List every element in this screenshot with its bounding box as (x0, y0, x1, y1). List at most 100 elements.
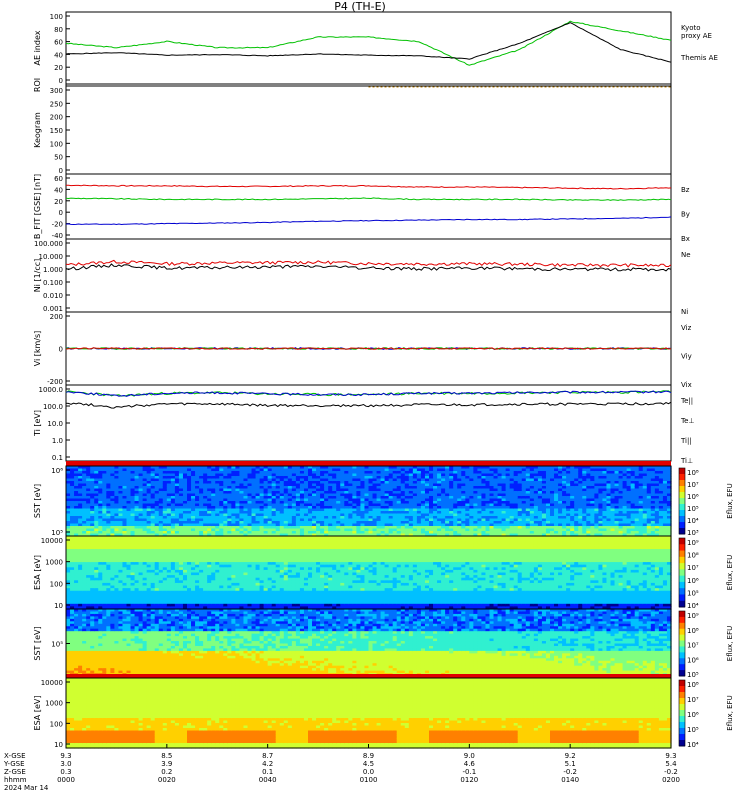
spectrogram-cell (283, 491, 289, 495)
spectrogram-cell (219, 533, 224, 537)
spectrogram-cell (376, 531, 382, 535)
spectrogram-cell (308, 501, 313, 505)
spectrogram-cell (215, 476, 220, 480)
spectrogram-cell (267, 496, 273, 500)
spectrogram-cell (86, 501, 91, 505)
spectrogram-cell (283, 523, 289, 527)
spectrogram-cell (82, 481, 87, 485)
spectrogram-cell (82, 536, 87, 540)
spectrogram-cell (110, 577, 115, 581)
spectrogram-cell (223, 523, 228, 527)
spectrogram-cell (219, 481, 224, 485)
spectrogram-cell (622, 476, 628, 480)
spectrogram-cell (412, 493, 418, 497)
spectrogram-cell (74, 582, 79, 587)
spectrogram-cell (219, 466, 224, 470)
spectrogram-cell (215, 486, 220, 490)
spectrogram-cell (90, 466, 95, 470)
spectrogram-cell (654, 501, 660, 505)
spectrogram-cell (598, 526, 604, 530)
spectrogram-cell (215, 533, 220, 537)
spectrogram-cell (158, 506, 164, 510)
spectrogram-cell (74, 556, 79, 561)
spectrogram-cell (614, 528, 620, 532)
spectrogram-cell (521, 493, 527, 497)
spectrogram-cell (324, 516, 329, 520)
spectrogram-cell (94, 471, 99, 475)
spectrogram-cell (299, 471, 305, 475)
spectrogram-cell (493, 488, 499, 492)
spectrogram-cell (493, 503, 499, 507)
spectrogram-cell (566, 506, 571, 510)
spectrogram-cell (223, 481, 228, 485)
spectrogram-cell (74, 601, 79, 605)
spectrogram-cell (66, 481, 71, 485)
spectrogram-cell (505, 498, 511, 502)
spectrogram-cell (662, 508, 668, 512)
spectrogram-cell (126, 577, 132, 581)
spectrogram-cell (646, 483, 652, 487)
spectrogram-cell (295, 516, 301, 520)
spectrogram-cell (449, 508, 454, 512)
spectrogram-cell (582, 513, 587, 517)
spectrogram-cell (86, 498, 91, 502)
spectrogram-cell (662, 471, 668, 475)
spectrogram-cell (78, 503, 83, 507)
spectrogram-cell (412, 533, 418, 537)
spectrogram-cell (328, 486, 333, 490)
spectrogram-cell (114, 493, 120, 497)
spectrogram-cell (162, 478, 168, 482)
spectrogram-cell (122, 476, 128, 480)
spectrogram-cell (437, 503, 442, 507)
spectrogram-cell (231, 506, 236, 510)
spectrogram-cell (138, 493, 144, 497)
spectrogram-cell (199, 473, 204, 477)
spectrogram-cell (554, 496, 559, 500)
spectrogram-cell (372, 468, 378, 472)
spectrogram-cell (122, 473, 128, 477)
spectrogram-cell (110, 575, 115, 579)
spectrogram-cell (566, 481, 571, 485)
spectrogram-cell (550, 473, 555, 477)
spectrogram-cell (126, 481, 132, 485)
spectrogram-cell (384, 518, 390, 522)
spectrogram-cell (227, 501, 232, 505)
spectrogram-cell (392, 531, 398, 535)
spectrogram-cell (219, 496, 224, 500)
spectrogram-cell (473, 508, 478, 512)
spectrogram-cell (70, 580, 75, 584)
spectrogram-cell (384, 533, 390, 537)
spectrogram-cell (445, 508, 450, 512)
spectrogram-cell (622, 511, 628, 515)
spectrogram-cell (574, 526, 579, 530)
spectrogram-cell (118, 533, 124, 537)
spectrogram-cell (582, 483, 587, 487)
spectrogram-cell (634, 516, 640, 520)
spectrogram-cell (275, 533, 281, 537)
spectrogram-cell (473, 516, 478, 520)
spectrogram-cell (626, 476, 632, 480)
spectrogram-cell (118, 521, 124, 525)
spectrogram-cell (388, 498, 394, 502)
spectrogram-cell (574, 476, 579, 480)
spectrogram-cell (336, 503, 341, 507)
spectrogram-cell (453, 518, 458, 522)
spectrogram-cell (348, 508, 353, 512)
spectrogram-cell (469, 471, 474, 475)
spectrogram-cell (299, 506, 305, 510)
spectrogram-cell (219, 523, 224, 527)
colorbar-tick: 10⁴ (687, 517, 699, 525)
spectrogram-cell (154, 516, 160, 520)
spectrogram-cell (545, 523, 551, 527)
spectrogram-cell (429, 493, 434, 497)
spectrogram-cell (457, 523, 462, 527)
spectrogram-cell (235, 483, 241, 487)
spectrogram-cell (336, 531, 341, 535)
spectrogram-cell (82, 543, 87, 548)
spectrogram-cell (158, 559, 164, 563)
spectrogram-cell (182, 473, 188, 477)
spectrogram-cell (94, 491, 99, 495)
spectrogram-cell (142, 562, 148, 566)
spectrogram-cell (82, 466, 87, 470)
spectrogram-cell (521, 501, 527, 505)
